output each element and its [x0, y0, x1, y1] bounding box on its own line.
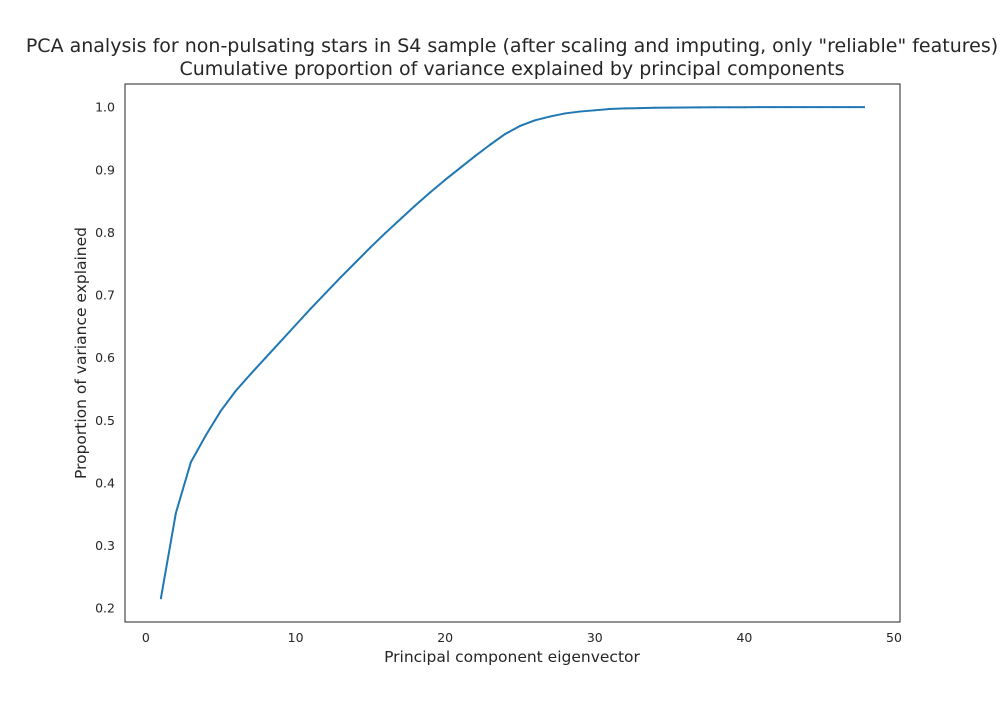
data-point: [189, 461, 192, 464]
data-point: [399, 218, 402, 221]
data-point: [294, 324, 297, 327]
y-tick-label: 0.4: [95, 476, 115, 491]
y-tick-label: 0.3: [95, 538, 115, 553]
data-point: [653, 106, 656, 109]
x-tick-label: 20: [437, 630, 453, 645]
data-point: [593, 109, 596, 112]
data-point: [474, 155, 477, 158]
chart-subtitle: Cumulative proportion of variance explai…: [179, 58, 844, 80]
data-point: [818, 106, 821, 109]
data-point: [803, 106, 806, 109]
y-tick-label: 0.7: [95, 288, 115, 303]
data-point: [279, 340, 282, 343]
x-tick-label: 50: [886, 630, 902, 645]
data-point: [638, 107, 641, 110]
data-point: [324, 292, 327, 295]
y-tick-label: 1.0: [95, 100, 115, 115]
data-point: [563, 112, 566, 115]
data-point: [758, 106, 761, 109]
data-point: [533, 119, 536, 122]
chart-title: PCA analysis for non-pulsating stars in …: [26, 35, 998, 57]
data-point: [429, 191, 432, 194]
data-point: [773, 106, 776, 109]
data-point: [354, 261, 357, 264]
data-point: [459, 166, 462, 169]
y-axis-label: Proportion of variance explained: [72, 227, 90, 479]
y-tick-label: 0.5: [95, 413, 115, 428]
data-point: [518, 124, 521, 127]
data-point: [369, 246, 372, 249]
data-point: [204, 434, 207, 437]
y-axis-ticks: 0.2 0.3 0.4 0.5 0.6 0.7 0.8 0.9 1.0: [95, 100, 115, 616]
data-point: [848, 106, 851, 109]
data-point: [249, 372, 252, 375]
y-tick-label: 0.8: [95, 225, 115, 240]
data-point: [668, 106, 671, 109]
data-point: [788, 106, 791, 109]
data-point: [504, 133, 507, 136]
data-point: [863, 106, 866, 109]
x-axis-ticks: 0 10 20 30 40 50: [142, 630, 902, 645]
data-point: [623, 107, 626, 110]
data-point: [174, 512, 177, 515]
data-point: [743, 106, 746, 109]
series-points: [159, 106, 866, 600]
data-point: [219, 409, 222, 412]
data-point: [578, 110, 581, 113]
x-tick-label: 10: [288, 630, 304, 645]
x-tick-label: 30: [587, 630, 603, 645]
data-point: [159, 597, 162, 600]
data-point: [698, 106, 701, 109]
data-point: [728, 106, 731, 109]
data-point: [234, 389, 237, 392]
data-point: [608, 108, 611, 111]
series-line: [159, 106, 866, 600]
data-point: [713, 106, 716, 109]
data-point: [414, 204, 417, 207]
data-point: [489, 143, 492, 146]
x-axis-label: Principal component eigenvector: [384, 648, 640, 666]
data-point: [444, 178, 447, 181]
data-point: [339, 276, 342, 279]
data-point: [384, 232, 387, 235]
y-tick-label: 0.2: [95, 601, 115, 616]
plot-area-frame: [124, 83, 901, 623]
data-point: [264, 356, 267, 359]
x-tick-label: 40: [736, 630, 752, 645]
data-point: [548, 115, 551, 118]
data-point: [683, 106, 686, 109]
x-tick-label: 0: [142, 630, 150, 645]
y-tick-label: 0.9: [95, 162, 115, 177]
data-point: [309, 307, 312, 310]
y-tick-label: 0.6: [95, 350, 115, 365]
data-point: [833, 106, 836, 109]
